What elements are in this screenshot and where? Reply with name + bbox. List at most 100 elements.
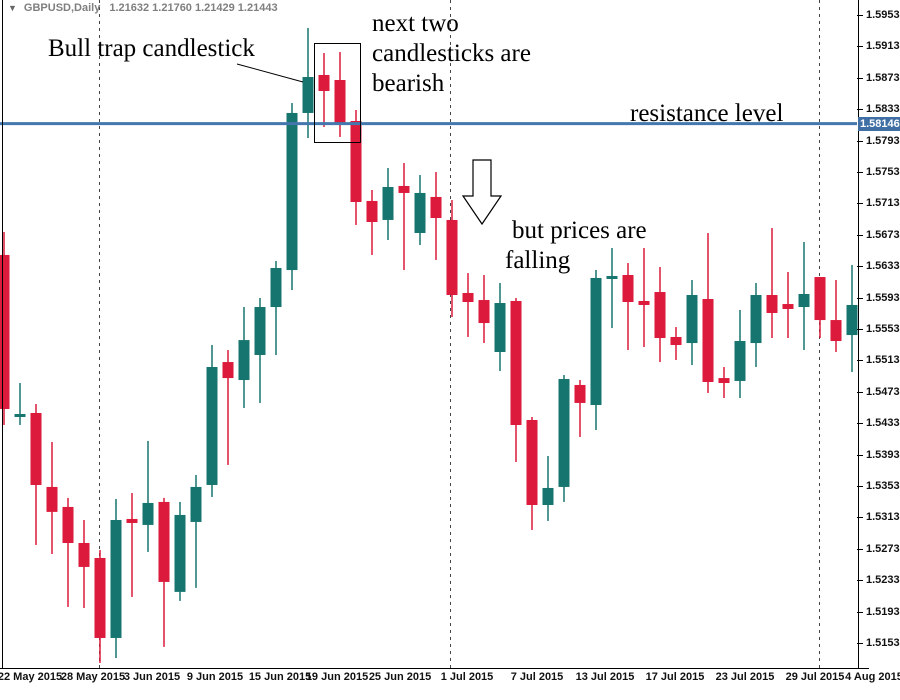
- price-axis-tick: [857, 172, 863, 173]
- date-axis-label: 13 Jul 2015: [575, 671, 635, 683]
- price-axis-tick: [857, 234, 863, 236]
- next-candles-annotation[interactable]: next two candlesticks are bearish: [372, 9, 531, 99]
- price-axis-label: 1.56730: [866, 228, 900, 241]
- price-axis-label: 1.52730: [866, 542, 900, 555]
- date-axis-label: 23 Jul 2015: [715, 671, 775, 683]
- bear-candle-body: [78, 542, 90, 567]
- price-axis-tick: [857, 548, 863, 550]
- price-axis-tick: [857, 486, 863, 487]
- price-axis-label: 1.55130: [866, 354, 900, 367]
- chart-title-bar: ▼ GBPUSD,Daily 1.21632 1.21760 1.21429 1…: [8, 2, 278, 14]
- bear-candle-body: [510, 300, 522, 426]
- annotation-line: bearish: [372, 70, 445, 97]
- bear-candle-body: [766, 295, 778, 313]
- bear-candle-body: [126, 518, 138, 523]
- price-axis-label: 1.54330: [866, 417, 900, 430]
- bull-candle-body: [302, 77, 314, 113]
- price-axis-label: 1.53130: [866, 511, 900, 524]
- date-axis-label: 9 Jun 2015: [186, 671, 244, 683]
- time-axis-line: [0, 668, 869, 669]
- price-axis-tick: [857, 15, 863, 16]
- bull-trap-annotation[interactable]: Bull trap candlestick: [48, 35, 255, 62]
- bull-candle-body: [174, 514, 186, 592]
- price-axis-label: 1.52330: [866, 574, 900, 587]
- bear-candle-body: [622, 274, 634, 302]
- price-axis-label: 1.58330: [866, 103, 900, 116]
- date-axis-label: 1 Jul 2015: [440, 671, 494, 683]
- price-axis-tick: [857, 580, 863, 582]
- bear-candle-body: [62, 506, 74, 543]
- date-axis-label: 28 May 2015: [60, 671, 126, 683]
- prices-falling-annotation-line2[interactable]: falling: [505, 247, 571, 274]
- annotation-shapes: [236, 43, 503, 226]
- price-axis-tick: [857, 266, 863, 268]
- bull-candle-body: [606, 276, 618, 279]
- symbol-title: GBPUSD,Daily: [23, 2, 101, 14]
- price-axis-tick: [857, 140, 863, 142]
- price-axis-label: 1.53930: [866, 448, 900, 461]
- resistance-annotation[interactable]: resistance level: [630, 100, 784, 127]
- bear-candle-body: [670, 337, 682, 346]
- price-axis-tick: [857, 109, 863, 111]
- bull-candle-body: [846, 304, 858, 336]
- bear-candle-body: [718, 378, 730, 384]
- bear-candle-body: [430, 196, 442, 219]
- price-axis-line: [858, 0, 859, 668]
- bear-candle-body: [478, 300, 490, 324]
- bull-candle-body: [254, 307, 266, 355]
- date-axis-label: 7 Jul 2015: [510, 671, 564, 683]
- price-axis-tick: [857, 203, 863, 205]
- price-axis-tick: [857, 423, 863, 425]
- prices-falling-annotation[interactable]: but prices are: [512, 217, 647, 244]
- bear-candle-body: [574, 384, 586, 403]
- bull-candle-body: [734, 341, 746, 381]
- bear-candle-body: [30, 412, 42, 485]
- bull-candle-body: [542, 487, 554, 505]
- bear-candle-body: [782, 304, 794, 309]
- price-axis-tick: [857, 391, 863, 393]
- bull-candle-body: [558, 379, 570, 487]
- price-axis-label: 1.59130: [866, 40, 900, 53]
- bear-candle-body: [638, 300, 650, 305]
- chart-left-border: [2, 0, 3, 668]
- price-axis-label: 1.54730: [866, 385, 900, 398]
- symbol-marker-icon[interactable]: ▼: [8, 3, 17, 13]
- bear-candle-body: [222, 362, 234, 379]
- bull-candle-body: [414, 192, 426, 233]
- bull-candle-body: [590, 277, 602, 405]
- bull-candle-body: [286, 112, 298, 271]
- price-axis-label: 1.55930: [866, 291, 900, 304]
- bull-candle-body: [750, 295, 762, 344]
- bear-candle-body: [350, 120, 362, 202]
- annotation-line: next two: [372, 10, 459, 37]
- bear-candle-body: [366, 200, 378, 223]
- bull-candle-body: [206, 366, 218, 485]
- price-axis-tick: [857, 46, 863, 48]
- date-axis-label: 17 Jul 2015: [645, 671, 705, 683]
- candlesticks-layer: [0, 27, 858, 664]
- bull-trap-pointer-line[interactable]: [236, 63, 304, 83]
- bear-candle-body: [702, 299, 714, 382]
- price-axis-tick: [857, 297, 863, 299]
- bear-candle-body: [446, 219, 458, 296]
- price-axis-tick: [857, 611, 863, 613]
- down-arrow-icon[interactable]: [461, 159, 503, 226]
- resistance-price-tag[interactable]: 1.58146: [858, 116, 900, 131]
- date-axis-label: 4 Aug 2015: [845, 671, 900, 683]
- price-axis-label: 1.51930: [866, 605, 900, 618]
- price-axis-tick: [857, 77, 863, 79]
- bull-candle-body: [494, 303, 506, 353]
- bear-candle-body: [158, 501, 170, 582]
- date-axis-label: 15 Jun 2015: [248, 671, 312, 683]
- bear-candle-body: [94, 557, 106, 638]
- bear-candle-body: [462, 292, 474, 302]
- date-axis-label: 3 Jun 2015: [123, 671, 181, 683]
- ohlc-quotes: 1.21632 1.21760 1.21429 1.21443: [109, 2, 278, 14]
- price-axis-label: 1.57130: [866, 197, 900, 210]
- annotation-rectangle[interactable]: [314, 43, 361, 143]
- bear-candle-body: [398, 185, 410, 193]
- bear-candle-body: [0, 254, 10, 409]
- bull-candle-body: [382, 186, 394, 220]
